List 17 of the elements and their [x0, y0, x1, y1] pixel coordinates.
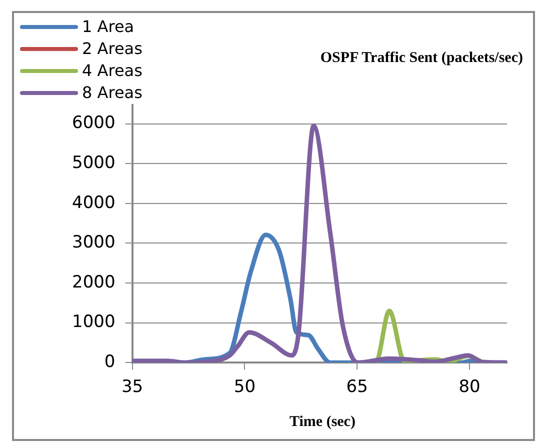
y-tick-label: 0	[104, 352, 116, 372]
y-tick-label: 3000	[72, 232, 116, 253]
y-tick-label: 4000	[72, 192, 116, 213]
legend-label: 2 Areas	[82, 38, 142, 60]
x-axis-title: Time (sec)	[288, 414, 356, 431]
x-tick-label: 35	[121, 377, 144, 398]
y-tick-label: 5000	[72, 153, 116, 174]
y-tick-label: 2000	[72, 272, 116, 292]
y-tick-label: 6000	[72, 113, 116, 134]
legend-label: 4 Areas	[82, 60, 142, 82]
y-tick-label: 1000	[72, 312, 116, 332]
legend-label: 8 Areas	[82, 82, 142, 104]
chart-title: OSPF Traffic Sent (packets/sec)	[320, 50, 523, 67]
x-tick-label: 50	[234, 377, 256, 398]
x-tick-label: 65	[346, 377, 368, 398]
x-tick-label: 80	[458, 377, 480, 398]
legend-label: 1 Area	[82, 16, 134, 38]
